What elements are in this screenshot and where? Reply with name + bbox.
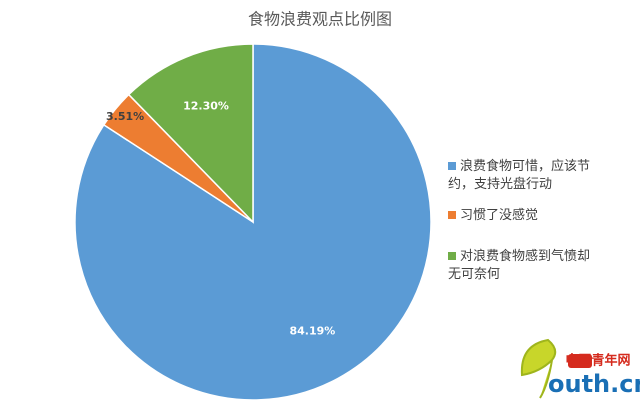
legend-item: 浪费食物可惜，应该节约，支持光盘行动	[448, 158, 598, 194]
data-label: 3.51%	[106, 110, 144, 123]
legend-item: 对浪费食物感到气愤却无可奈何	[448, 248, 598, 284]
watermark-site: outh.cn	[548, 370, 640, 398]
legend-swatch	[448, 211, 456, 219]
legend-swatch	[448, 162, 456, 170]
watermark: 中国青年网 outh.cn	[520, 338, 640, 399]
legend-label: 对浪费食物感到气愤却无可奈何	[448, 249, 591, 282]
legend-swatch	[448, 252, 456, 260]
logo-badge	[568, 354, 592, 368]
pie-slice	[127, 43, 254, 224]
legend-label: 浪费食物可惜，应该节约，支持光盘行动	[448, 159, 591, 192]
watermark-brand: 中国青年网	[565, 353, 630, 369]
data-label: 84.19%	[289, 325, 335, 338]
chart-title: 食物浪费观点比例图	[248, 10, 392, 29]
data-label: 12.30%	[183, 100, 229, 113]
logo-leaf	[520, 338, 557, 399]
legend-item: 习惯了没感觉	[448, 207, 598, 225]
legend-label: 习惯了没感觉	[460, 208, 539, 223]
